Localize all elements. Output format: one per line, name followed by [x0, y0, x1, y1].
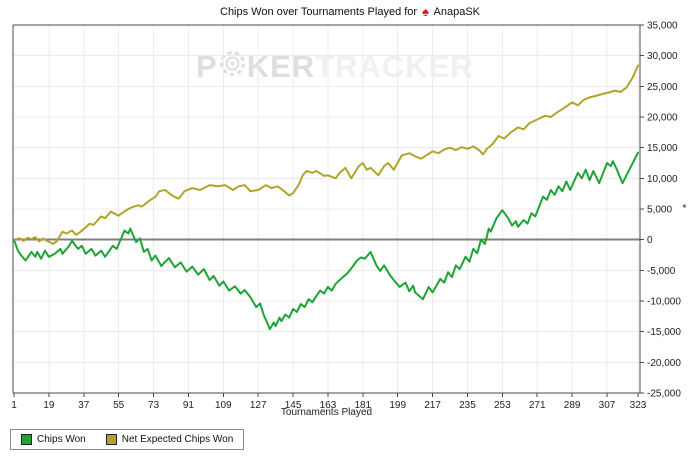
- watermark-poker-ker: KER: [246, 48, 316, 84]
- net-expected-label: Net Expected Chips Won: [121, 434, 234, 445]
- svg-text:20,000: 20,000: [647, 113, 678, 124]
- svg-text:-15,000: -15,000: [647, 327, 681, 338]
- watermark-tracker: TRACKER: [315, 48, 474, 84]
- poker-chip-icon: [219, 50, 246, 82]
- legend-item-chips-won: Chips Won: [21, 434, 86, 445]
- svg-text:35,000: 35,000: [647, 21, 678, 32]
- x-axis-title: Tournaments Played: [280, 407, 373, 418]
- player-name: AnapaSK: [433, 6, 480, 18]
- chips-won-swatch: [21, 434, 32, 445]
- svg-text:5,000: 5,000: [647, 205, 672, 216]
- y-axis-symbol: *: [676, 203, 689, 209]
- net-expected-swatch: [105, 434, 117, 445]
- chart-title: Chips Won over Tournaments Played for ♠ …: [0, 4, 700, 19]
- watermark-poker-p: P: [196, 48, 218, 84]
- chart-title-text: Chips Won over Tournaments Played for: [220, 6, 418, 18]
- legend: Chips Won Net Expected Chips Won: [10, 429, 245, 450]
- legend-item-net-expected: Net Expected Chips Won: [105, 434, 234, 445]
- pokertracker-watermark: P KER TRACKER: [196, 50, 474, 82]
- svg-text:-5,000: -5,000: [647, 266, 676, 277]
- svg-text:-25,000: -25,000: [647, 389, 681, 400]
- svg-text:10,000: 10,000: [647, 174, 678, 185]
- svg-text:25,000: 25,000: [647, 82, 678, 93]
- svg-text:-20,000: -20,000: [647, 358, 681, 369]
- svg-text:0: 0: [647, 235, 653, 246]
- svg-text:30,000: 30,000: [647, 51, 678, 62]
- svg-text:-10,000: -10,000: [647, 297, 681, 308]
- spade-icon: ♠: [422, 4, 430, 19]
- chips-won-label: Chips Won: [37, 434, 86, 445]
- svg-text:15,000: 15,000: [647, 143, 678, 154]
